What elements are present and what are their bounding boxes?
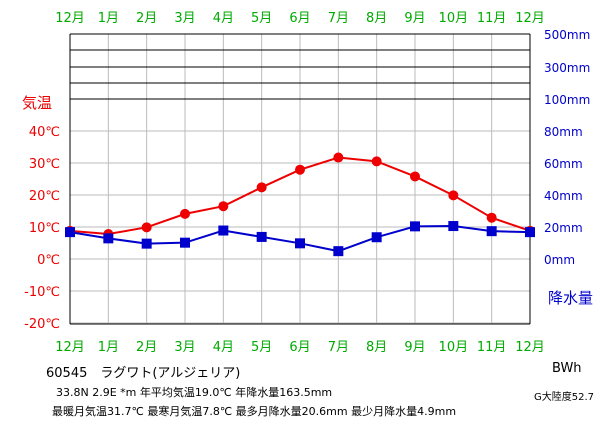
- precipitation-point: [65, 227, 75, 238]
- precipitation-point: [410, 221, 420, 232]
- month-label-top: 6月: [289, 11, 310, 26]
- month-label-bottom: 9月: [404, 340, 425, 355]
- precipitation-point: [371, 232, 382, 243]
- month-label-bottom: 7月: [328, 340, 349, 355]
- precipitation-point: [525, 227, 535, 238]
- precipitation-point: [218, 225, 229, 236]
- station-info-line2: 最暖月気温31.7℃ 最寒月気温7.8℃ 最多月降水量20.6mm 最少月降水量…: [52, 405, 457, 418]
- month-label-bottom: 2月: [136, 340, 157, 355]
- precip-tick-label: 80mm: [544, 125, 583, 139]
- month-label-bottom: 12月: [515, 340, 545, 355]
- precipitation-point: [448, 221, 459, 232]
- month-label-top: 11月: [477, 11, 507, 26]
- month-label-bottom: 1月: [98, 340, 119, 355]
- precipitation-point: [295, 238, 305, 249]
- precip-tick-label: 0mm: [544, 253, 575, 267]
- precip-tick-label: 300mm: [544, 61, 590, 75]
- temperature-point: [141, 222, 152, 233]
- temperature-point: [295, 164, 305, 175]
- month-label-bottom: 10月: [439, 340, 469, 355]
- temperature-point: [410, 171, 420, 182]
- month-label-top: 12月: [55, 11, 85, 26]
- climate-code: BWh: [552, 361, 582, 376]
- station-info-line1: 33.8N 2.9E *m 年平均気温19.0℃ 年降水量163.5mm: [56, 386, 333, 399]
- month-label-top: 5月: [251, 11, 272, 26]
- month-label-top: 7月: [328, 11, 349, 26]
- month-label-bottom: 8月: [366, 340, 387, 355]
- precip-tick-label: 60mm: [544, 157, 583, 171]
- precip-tick-label: 100mm: [544, 93, 590, 107]
- precipitation-point: [486, 226, 497, 237]
- temperature-point: [218, 201, 229, 212]
- temperature-point: [448, 190, 459, 201]
- temperature-point: [486, 212, 497, 223]
- precipitation-point: [333, 246, 344, 257]
- month-label-top: 12月: [515, 11, 545, 26]
- month-label-top: 2月: [136, 11, 157, 26]
- precipitation-point: [141, 238, 152, 249]
- month-label-bottom: 6月: [289, 340, 310, 355]
- precip-tick-label: 20mm: [544, 221, 583, 235]
- station-name: 60545 ラグワト(アルジェリア): [46, 366, 241, 381]
- month-label-bottom: 3月: [174, 340, 195, 355]
- climate-chart: 12月 12月 1月 1月 2月 2月 3月 3月 4月 4月 5月 5月 6月 6月 7月 7月 8月 8月 9月…: [22, 11, 593, 355]
- month-label-top: 10月: [439, 11, 469, 26]
- month-label-top: 8月: [366, 11, 387, 26]
- precip-axis-title: 降水量: [548, 289, 593, 307]
- month-label-top: 3月: [174, 11, 195, 26]
- month-label-top: 1月: [98, 11, 119, 26]
- temp-tick-label: 10℃: [29, 221, 60, 236]
- precip-tick-label: 500mm: [544, 28, 590, 42]
- temperature-point: [333, 152, 344, 163]
- temp-tick-label: 0℃: [37, 253, 60, 268]
- temp-tick-label: -20℃: [24, 317, 60, 332]
- continentality-index: G大陸度52.7: [534, 392, 595, 403]
- month-label-bottom: 5月: [251, 340, 272, 355]
- temp-tick-label: 40℃: [29, 125, 60, 140]
- temp-tick-label: -10℃: [24, 285, 60, 300]
- month-label-top: 9月: [404, 11, 425, 26]
- temp-tick-label: 20℃: [29, 189, 60, 204]
- precipitation-point: [103, 233, 114, 244]
- temperature-point: [371, 156, 382, 167]
- precipitation-point: [256, 231, 267, 242]
- precipitation-point: [180, 237, 190, 248]
- month-label-bottom: 12月: [55, 340, 85, 355]
- month-label-bottom: 4月: [213, 340, 234, 355]
- temp-axis-title: 気温: [22, 94, 52, 112]
- month-label-top: 4月: [213, 11, 234, 26]
- temp-tick-label: 30℃: [29, 157, 60, 172]
- temperature-point: [256, 182, 267, 193]
- month-label-bottom: 11月: [477, 340, 507, 355]
- precip-tick-label: 40mm: [544, 189, 583, 203]
- temperature-point: [180, 208, 190, 219]
